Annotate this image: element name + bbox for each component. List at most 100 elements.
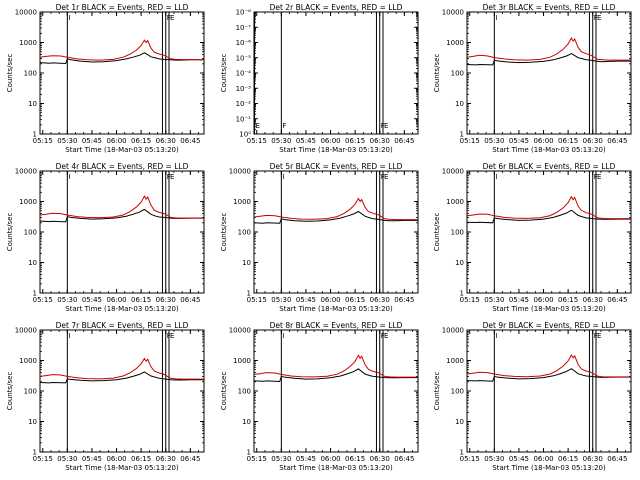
panel-title: Det 6r BLACK = Events, RED = LLD	[483, 162, 616, 171]
x-axis-label: Start Time (18-Mar-03 05:13:20)	[492, 305, 606, 313]
y-tick-label: 1	[460, 449, 464, 457]
time-marker-label: E	[170, 332, 174, 340]
x-tick-label: 06:45	[180, 455, 200, 463]
x-tick-label: 05:45	[82, 137, 102, 145]
y-tick-label: 10000	[15, 168, 37, 176]
x-tick-label: 06:30	[370, 137, 390, 145]
x-axis-label: Start Time (18-Mar-03 05:13:20)	[492, 146, 606, 154]
x-axis-label: Start Time (18-Mar-03 05:13:20)	[279, 146, 393, 154]
x-tick-label: 05:30	[271, 296, 291, 304]
x-axis-label: Start Time (18-Mar-03 05:13:20)	[492, 464, 606, 472]
detector-panel: Det 2r BLACK = Events, RED = LLD Counts/s…	[220, 3, 419, 154]
series-line-lld	[39, 39, 204, 61]
y-tick-label: 10000	[229, 168, 251, 176]
panel-title: Det 8r BLACK = Events, RED = LLD	[270, 321, 403, 330]
x-tick-label: 05:45	[82, 296, 102, 304]
x-tick-label: 05:30	[271, 137, 291, 145]
y-tick-label: 10	[242, 418, 251, 426]
plot-frame	[253, 329, 419, 453]
time-marker-label: I	[282, 173, 284, 181]
x-tick-label: 05:45	[509, 137, 529, 145]
y-tick-label: 100	[238, 388, 251, 396]
y-tick-label: 1000	[19, 357, 37, 365]
x-tick-label: 05:45	[509, 455, 529, 463]
series-line-events	[39, 52, 204, 65]
plot-frame	[466, 170, 632, 294]
x-tick-label: 06:30	[156, 137, 176, 145]
series-line-events	[39, 208, 204, 223]
x-axis-label: Start Time (18-Mar-03 05:13:20)	[65, 305, 179, 313]
panel-title: Det 9r BLACK = Events, RED = LLD	[483, 321, 616, 330]
x-tick-label: 06:00	[106, 137, 126, 145]
x-tick-label: 05:45	[82, 455, 102, 463]
detector-panel: Det 3r BLACK = Events, RED = LLD Counts/s…	[433, 3, 632, 154]
time-marker-label: E	[597, 332, 601, 340]
x-tick-label: 05:15	[247, 455, 267, 463]
y-tick-label: 1000	[446, 198, 464, 206]
x-tick-label: 06:15	[345, 137, 365, 145]
x-tick-label: 05:15	[460, 296, 480, 304]
y-tick-label: 10⁻³	[236, 85, 252, 93]
x-tick-label: 05:15	[247, 137, 267, 145]
y-axis-label: Counts/sec	[6, 372, 14, 411]
x-tick-label: 05:45	[296, 455, 316, 463]
x-tick-label: 05:15	[33, 296, 53, 304]
time-marker-label: I	[495, 332, 497, 340]
x-tick-label: 06:45	[394, 296, 414, 304]
y-tick-label: 100	[24, 229, 37, 237]
series-line-events	[253, 210, 418, 224]
x-tick-label: 06:00	[320, 137, 340, 145]
x-tick-label: 05:30	[271, 455, 291, 463]
x-tick-label: 06:15	[558, 455, 578, 463]
y-tick-label: 10⁰	[239, 131, 251, 139]
panel-title: Det 2r BLACK = Events, RED = LLD	[270, 3, 403, 12]
x-tick-label: 06:15	[345, 455, 365, 463]
x-tick-label: 06:45	[607, 455, 627, 463]
x-tick-label: 06:15	[131, 455, 151, 463]
y-tick-label: 10⁻⁴	[236, 70, 252, 78]
y-axis-label: Counts/sec	[433, 213, 441, 252]
x-tick-label: 06:45	[607, 296, 627, 304]
series-line-events	[39, 371, 204, 384]
x-tick-label: 05:30	[484, 296, 504, 304]
x-tick-label: 06:00	[533, 455, 553, 463]
y-axis-label: Counts/sec	[220, 372, 228, 411]
series-line-events	[466, 53, 631, 66]
y-axis-label: Counts/sec	[6, 213, 14, 252]
y-tick-label: 10000	[15, 327, 37, 335]
series-line-lld	[466, 353, 631, 378]
x-tick-label: 06:15	[131, 137, 151, 145]
x-tick-label: 05:30	[484, 455, 504, 463]
y-tick-label: 10⁻²	[236, 100, 252, 108]
plot-frame	[39, 170, 205, 294]
y-tick-label: 10	[28, 100, 37, 108]
x-tick-label: 05:15	[33, 137, 53, 145]
y-axis-label: Counts/sec	[220, 213, 228, 252]
time-marker-label: E	[384, 122, 388, 130]
plot-frame	[39, 11, 205, 135]
detector-panel: Det 4r BLACK = Events, RED = LLD Counts/s…	[6, 162, 205, 313]
detector-panel: Det 7r BLACK = Events, RED = LLD Counts/s…	[6, 321, 205, 472]
series-line-lld	[466, 36, 631, 61]
y-tick-label: 1	[33, 131, 37, 139]
time-marker-label: E	[597, 14, 601, 22]
time-marker-label: I	[282, 332, 284, 340]
plot-frame	[253, 11, 419, 135]
x-tick-label: 06:45	[394, 455, 414, 463]
series-line-events	[253, 368, 418, 383]
x-tick-label: 05:15	[247, 296, 267, 304]
y-tick-label: 1	[33, 290, 37, 298]
y-tick-label: 100	[451, 229, 464, 237]
panel-title: Det 4r BLACK = Events, RED = LLD	[56, 162, 189, 171]
series-line-lld	[39, 357, 204, 380]
time-marker-label: E	[170, 14, 174, 22]
x-tick-label: 05:45	[296, 137, 316, 145]
x-tick-label: 05:15	[460, 137, 480, 145]
y-tick-label: 10	[28, 259, 37, 267]
y-tick-label: 100	[238, 229, 251, 237]
x-axis-label: Start Time (18-Mar-03 05:13:20)	[65, 146, 179, 154]
y-tick-label: 1	[33, 449, 37, 457]
y-tick-label: 10⁻⁸	[236, 9, 252, 17]
x-tick-label: 06:00	[320, 455, 340, 463]
